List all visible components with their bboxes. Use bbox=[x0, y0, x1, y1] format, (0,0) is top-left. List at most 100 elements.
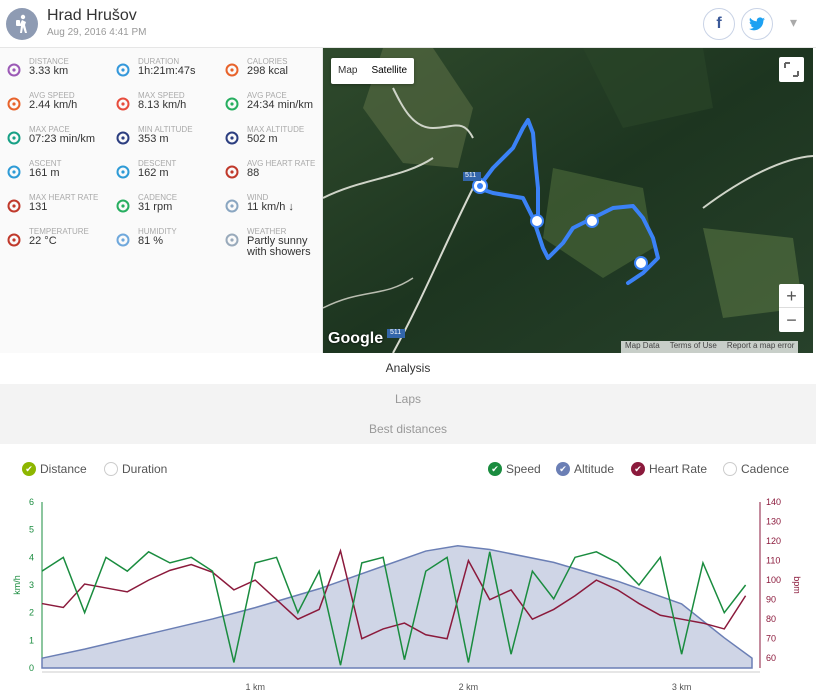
stat-avg-pace: Avg pace 24:34 min/km bbox=[218, 91, 324, 121]
road-number-label: 511 bbox=[465, 172, 477, 179]
left-tick-label: 1 bbox=[29, 635, 34, 645]
stat-ascent: Ascent 161 m bbox=[0, 159, 106, 189]
stat-value: 353 m bbox=[138, 133, 169, 145]
distance-label: Distance bbox=[40, 462, 87, 476]
stat-calories: Calories 298 kcal bbox=[218, 57, 324, 87]
heart-rate-toggle[interactable]: ✔ Heart Rate bbox=[631, 462, 707, 476]
right-tick-label: 100 bbox=[766, 575, 781, 585]
left-tick-label: 6 bbox=[29, 497, 34, 507]
stat-label: Temperature bbox=[29, 227, 89, 236]
distance-toggle[interactable]: ✔ Distance bbox=[22, 462, 87, 476]
hiker-avatar-icon bbox=[6, 8, 38, 40]
stat-cadence: Cadence 31 rpm bbox=[109, 193, 215, 223]
map-button[interactable]: Map bbox=[338, 65, 358, 76]
stat-label: Max speed bbox=[138, 91, 185, 100]
thermometer-icon bbox=[6, 232, 21, 247]
stat-descent: Descent 162 m bbox=[109, 159, 215, 189]
activity-header: Hrad Hrušov Aug 29, 2016 4:41 PM f ▾ bbox=[0, 0, 816, 48]
left-tick-label: 5 bbox=[29, 525, 34, 535]
route-map[interactable]: 511 511 Map Satellite + − Google Map Dat… bbox=[323, 48, 813, 353]
altitude-label: Altitude bbox=[574, 462, 615, 476]
pace-icon bbox=[224, 96, 239, 111]
twitter-share-button[interactable] bbox=[741, 8, 773, 40]
stat-label: Ascent bbox=[29, 159, 62, 168]
stat-value: 2.44 km/h bbox=[29, 99, 78, 111]
heart-icon bbox=[224, 164, 239, 179]
stat-value: 1h:21m:47s bbox=[138, 65, 196, 77]
facebook-share-button[interactable]: f bbox=[703, 8, 735, 40]
stat-max-altitude: Max altitude 502 m bbox=[218, 125, 324, 155]
stat-label: Calories bbox=[247, 57, 288, 66]
right-axis-label: bpm bbox=[792, 576, 802, 594]
stat-humidity: Humidity 81 % bbox=[109, 227, 215, 257]
page-title: Hrad Hrušov bbox=[47, 7, 137, 24]
stat-value: 131 bbox=[29, 201, 48, 213]
stat-label: Duration bbox=[138, 57, 180, 66]
stat-value: 502 m bbox=[247, 133, 278, 145]
stat-value: 07:23 min/km bbox=[29, 133, 96, 145]
mountain-icon bbox=[224, 130, 239, 145]
stat-value: 162 m bbox=[138, 167, 169, 179]
tab-best-distances[interactable]: Best distances bbox=[0, 414, 816, 444]
stat-avg-heart-rate: Avg heart rate 88 bbox=[218, 159, 324, 189]
satellite-map-image[interactable] bbox=[323, 48, 813, 353]
tab-laps[interactable]: Laps bbox=[0, 384, 816, 414]
stat-max-speed: Max speed 8.13 km/h bbox=[109, 91, 215, 121]
heart-icon bbox=[6, 198, 21, 213]
stat-duration: Duration 1h:21m:47s bbox=[109, 57, 215, 87]
speed-toggle[interactable]: ✔ Speed bbox=[488, 462, 541, 476]
speed-label: Speed bbox=[506, 462, 541, 476]
left-tick-label: 4 bbox=[29, 552, 34, 562]
stopwatch-icon bbox=[115, 62, 130, 77]
distance-icon bbox=[6, 62, 21, 77]
zoom-controls: + − bbox=[779, 284, 804, 332]
stat-label: Min altitude bbox=[138, 125, 193, 134]
stat-avg-speed: Avg speed 2.44 km/h bbox=[0, 91, 106, 121]
altitude-toggle[interactable]: ✔ Altitude bbox=[556, 462, 614, 476]
stat-label: Avg speed bbox=[29, 91, 75, 100]
stat-label: Wind bbox=[247, 193, 269, 202]
stat-wind: Wind 11 km/h ↓ bbox=[218, 193, 324, 223]
checkmark-icon: ✔ bbox=[22, 462, 36, 476]
left-tick-label: 2 bbox=[29, 608, 34, 618]
stat-distance: Distance 3.33 km bbox=[0, 57, 106, 87]
x-tick-label: 1 km bbox=[245, 682, 265, 692]
report-error-link[interactable]: Report a map error bbox=[726, 341, 795, 350]
stat-label: Avg heart rate bbox=[247, 159, 316, 168]
fullscreen-button[interactable] bbox=[779, 57, 804, 82]
stat-label: Avg pace bbox=[247, 91, 287, 100]
right-tick-label: 120 bbox=[766, 536, 781, 546]
cadence-toggle[interactable]: Cadence bbox=[723, 462, 789, 476]
checkmark-icon: ✔ bbox=[488, 462, 502, 476]
stat-label: Descent bbox=[138, 159, 177, 168]
x-tick-label: 2 km bbox=[459, 682, 479, 692]
stats-panel: Distance 3.33 km Duration 1h:21m:47s Calorie… bbox=[0, 48, 323, 353]
right-tick-label: 140 bbox=[766, 497, 781, 507]
stat-value: 81 % bbox=[138, 235, 164, 247]
zoom-out-button[interactable]: − bbox=[786, 310, 797, 330]
zoom-in-button[interactable]: + bbox=[779, 284, 804, 308]
ascent-icon bbox=[6, 164, 21, 179]
right-tick-label: 80 bbox=[766, 614, 776, 624]
left-tick-label: 3 bbox=[29, 580, 34, 590]
analysis-chart[interactable]: 0 1 2 3 4 5 6 km/h 60 70 80 90 100 110 120 130 140 bpm 1 k… bbox=[0, 490, 816, 697]
map-data-link[interactable]: Map Data bbox=[625, 341, 660, 350]
stat-weather: Weather Partly sunny with showers bbox=[218, 227, 324, 258]
weather-icon bbox=[224, 232, 239, 247]
checkmark-icon: ✔ bbox=[556, 462, 570, 476]
satellite-button[interactable]: Satellite bbox=[371, 65, 408, 76]
map-footer: Map Data Terms of Use Report a map error bbox=[621, 341, 799, 353]
terms-link[interactable]: Terms of Use bbox=[669, 341, 717, 350]
radio-empty-icon bbox=[104, 462, 118, 476]
pace-icon bbox=[6, 130, 21, 145]
mountain-icon bbox=[115, 130, 130, 145]
stat-value: 8.13 km/h bbox=[138, 99, 187, 111]
chevron-down-icon[interactable]: ▾ bbox=[790, 14, 798, 30]
speedometer-icon bbox=[6, 96, 21, 111]
stat-value: 22 °C bbox=[29, 235, 57, 247]
duration-label: Duration bbox=[122, 462, 168, 476]
altitude-series bbox=[41, 545, 753, 669]
tab-analysis[interactable]: Analysis bbox=[0, 353, 816, 383]
humidity-icon bbox=[115, 232, 130, 247]
duration-toggle[interactable]: Duration bbox=[104, 462, 167, 476]
